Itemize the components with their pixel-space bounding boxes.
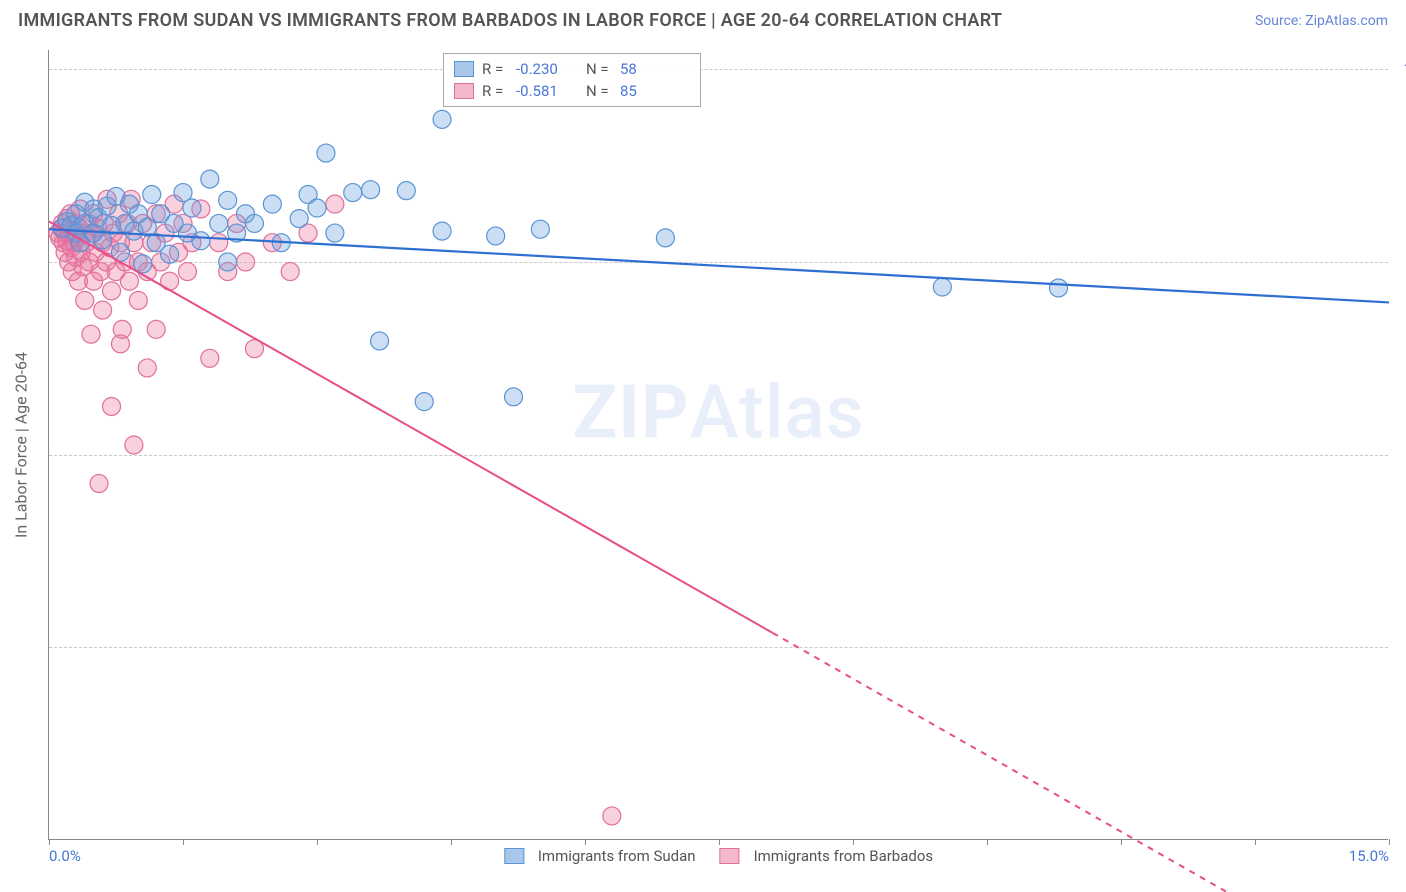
swatch-barbados-icon [720,848,740,864]
data-point [362,181,380,199]
xtick-label-right: 15.0% [1349,847,1389,865]
data-point [147,320,165,338]
xtick-mark [853,839,854,845]
data-point [487,227,505,245]
xtick-mark [1389,839,1390,845]
legend-row-sudan: R = -0.230 N = 58 [454,58,690,80]
ytick-label: 100.0% [1396,60,1406,78]
swatch-sudan-icon [504,848,524,864]
data-point [192,232,210,250]
data-point [210,214,228,232]
data-point [1049,279,1067,297]
data-point [125,436,143,454]
xtick-mark [451,839,452,845]
correlation-legend: R = -0.230 N = 58 R = -0.581 N = 85 [443,53,701,107]
data-point [210,234,228,252]
xtick-mark [719,839,720,845]
legend-item-sudan: Immigrants from Sudan [504,847,696,865]
data-point [94,301,112,319]
scatter-svg [49,50,1388,839]
data-point [143,186,161,204]
ytick-label: 60.0% [1396,446,1406,464]
data-point [326,224,344,242]
data-point [281,263,299,281]
data-point [308,199,326,217]
data-point [201,349,219,367]
legend-row-barbados: R = -0.581 N = 85 [454,80,690,102]
data-point [161,245,179,263]
data-point [120,272,138,290]
data-point [103,397,121,415]
y-axis-label: In Labor Force | Age 20-64 [12,351,31,537]
chart-plot-area: In Labor Force | Age 20-64 ZIPAtlas 40.0… [48,50,1388,840]
data-point [82,325,100,343]
xtick-mark [987,839,988,845]
data-point [138,359,156,377]
xtick-mark [183,839,184,845]
xtick-mark [1121,839,1122,845]
xtick-mark [1255,839,1256,845]
data-point [113,320,131,338]
legend-item-barbados: Immigrants from Barbados [720,847,934,865]
data-point [290,210,308,228]
data-point [90,475,108,493]
xtick-mark [49,839,50,845]
data-point [433,110,451,128]
data-point [237,253,255,271]
data-point [505,388,523,406]
data-point [201,170,219,188]
source-label: Source: ZipAtlas.com [1255,13,1388,29]
ytick-label: 40.0% [1396,638,1406,656]
data-point [245,214,263,232]
data-point [344,184,362,202]
data-point [219,253,237,271]
data-point [371,332,389,350]
data-point [76,291,94,309]
trendline-barbados [49,221,773,632]
xtick-label-left: 0.0% [49,847,81,865]
data-point [603,807,621,825]
data-point [178,263,196,281]
data-point [326,195,344,213]
data-point [183,199,201,217]
xtick-mark [317,839,318,845]
data-point [415,393,433,411]
ytick-label: 80.0% [1396,253,1406,271]
data-point [933,278,951,296]
data-point [317,144,335,162]
xtick-mark [585,839,586,845]
data-point [103,282,121,300]
data-point [263,195,281,213]
swatch-sudan [454,61,474,77]
chart-title: IMMIGRANTS FROM SUDAN VS IMMIGRANTS FROM… [18,10,1002,31]
series-legend: Immigrants from Sudan Immigrants from Ba… [504,847,933,865]
data-point [129,291,147,309]
data-point [219,191,237,209]
swatch-barbados [454,83,474,99]
data-point [433,222,451,240]
data-point [656,229,674,247]
data-point [397,182,415,200]
data-point [531,220,549,238]
